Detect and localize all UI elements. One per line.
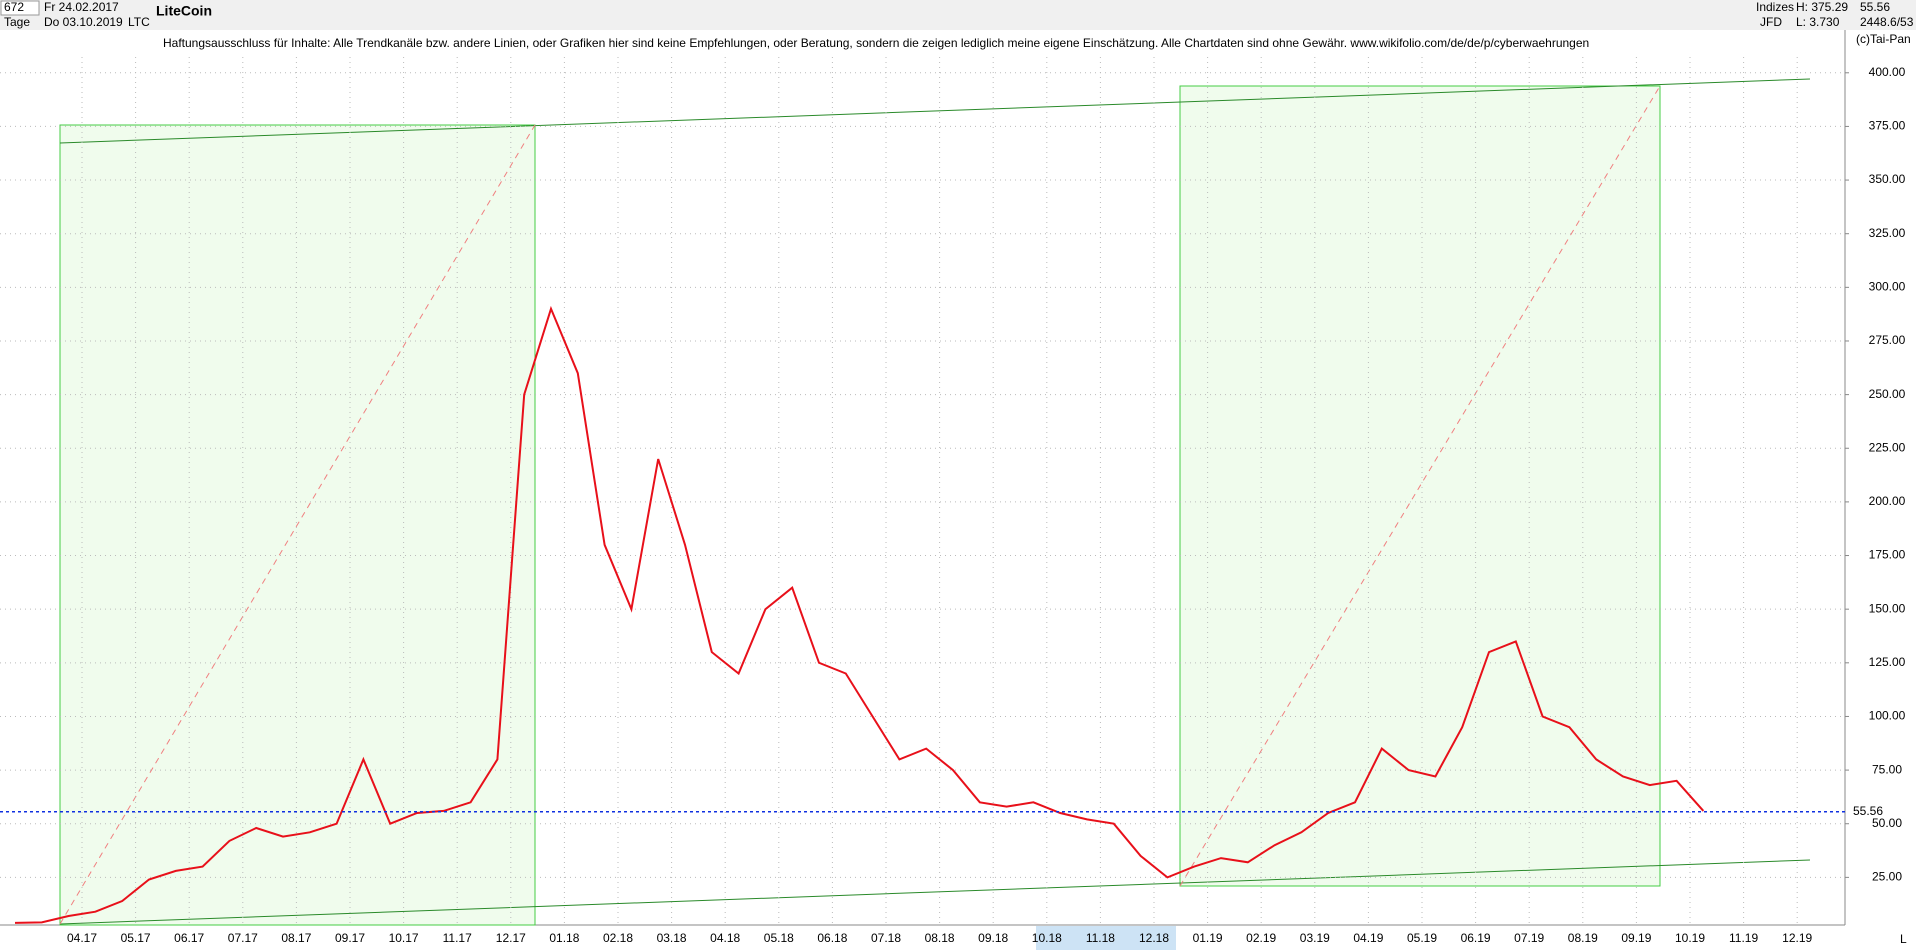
y-tick-label: 350.00 bbox=[1869, 172, 1906, 186]
y-tick-label: 275.00 bbox=[1869, 333, 1906, 347]
y-tick-label: 225.00 bbox=[1869, 440, 1906, 454]
x-tick-label: 02.18 bbox=[603, 931, 633, 945]
copyright: (c)Tai-Pan bbox=[1856, 32, 1911, 46]
x-tick-label: 08.17 bbox=[281, 931, 311, 945]
y-tick-label: 150.00 bbox=[1869, 601, 1906, 615]
y-tick-label: 325.00 bbox=[1869, 226, 1906, 240]
x-tick-label: 08.18 bbox=[925, 931, 955, 945]
x-tick-label: 11.18 bbox=[1086, 931, 1115, 945]
trend-line bbox=[1179, 85, 1661, 887]
x-tick-label: 04.19 bbox=[1353, 931, 1383, 945]
scale-mode: L bbox=[1900, 932, 1907, 946]
chart-title: LiteCoin bbox=[156, 3, 212, 19]
x-tick-label: 10.17 bbox=[389, 931, 419, 945]
last-price-label: 55.56 bbox=[1853, 804, 1883, 818]
x-tick-label: 02.19 bbox=[1246, 931, 1276, 945]
y-tick-label: 175.00 bbox=[1869, 548, 1906, 562]
y-tick-label: 100.00 bbox=[1869, 709, 1906, 723]
x-tick-label: 10.18 bbox=[1032, 931, 1062, 945]
x-tick-label: 12.17 bbox=[496, 931, 526, 945]
x-tick-label: 11.17 bbox=[443, 931, 472, 945]
y-tick-label: 300.00 bbox=[1869, 280, 1906, 294]
x-tick-label: 07.17 bbox=[228, 931, 258, 945]
y-tick-label: 400.00 bbox=[1869, 65, 1906, 79]
symbol: LTC bbox=[128, 15, 150, 29]
trend-line bbox=[59, 859, 1811, 925]
x-tick-label: 05.17 bbox=[121, 931, 151, 945]
x-highlight bbox=[1036, 926, 1176, 950]
x-tick-label: 09.19 bbox=[1621, 931, 1651, 945]
x-tick-label: 10.19 bbox=[1675, 931, 1705, 945]
count: 672 bbox=[4, 0, 24, 14]
x-tick-label: 09.17 bbox=[335, 931, 365, 945]
period[interactable]: Tage bbox=[4, 15, 30, 29]
trend-line bbox=[59, 124, 536, 925]
y-tick-label: 50.00 bbox=[1872, 816, 1902, 830]
volume: 2448.6/53 bbox=[1860, 15, 1914, 29]
x-tick-label: 12.18 bbox=[1139, 931, 1169, 945]
low: L: 3.730 bbox=[1796, 15, 1840, 29]
x-tick-label: 11.19 bbox=[1729, 931, 1758, 945]
trend-line bbox=[59, 78, 1811, 144]
price-line bbox=[14, 305, 1705, 924]
start-date: Fr 24.02.2017 bbox=[44, 0, 119, 14]
x-tick-label: 03.18 bbox=[657, 931, 687, 945]
x-tick-label: 12.19 bbox=[1782, 931, 1812, 945]
x-tick-label: 05.18 bbox=[764, 931, 794, 945]
high: H: 375.29 bbox=[1796, 0, 1848, 14]
end-date: Do 03.10.2019 bbox=[44, 15, 123, 29]
x-tick-label: 08.19 bbox=[1568, 931, 1598, 945]
source: JFD bbox=[1760, 15, 1782, 29]
chart-subtitle: Haftungsausschluss für Inhalte: Alle Tre… bbox=[163, 36, 1589, 50]
y-tick-label: 200.00 bbox=[1869, 494, 1906, 508]
x-tick-label: 09.18 bbox=[978, 931, 1008, 945]
count-box[interactable] bbox=[0, 0, 40, 16]
market: Indizes bbox=[1756, 0, 1794, 14]
header-bar bbox=[0, 0, 1916, 30]
x-tick-label: 07.18 bbox=[871, 931, 901, 945]
x-tick-label: 06.18 bbox=[817, 931, 847, 945]
last: 55.56 bbox=[1860, 0, 1890, 14]
x-tick-label: 03.19 bbox=[1300, 931, 1330, 945]
y-tick-label: 125.00 bbox=[1869, 655, 1906, 669]
x-tick-label: 05.19 bbox=[1407, 931, 1437, 945]
y-tick-label: 375.00 bbox=[1869, 119, 1906, 133]
y-tick-label: 75.00 bbox=[1872, 762, 1902, 776]
y-tick-label: 250.00 bbox=[1869, 387, 1906, 401]
y-tick-label: 25.00 bbox=[1872, 870, 1902, 884]
x-tick-label: 01.18 bbox=[549, 931, 579, 945]
x-tick-label: 01.19 bbox=[1193, 931, 1223, 945]
x-tick-label: 07.19 bbox=[1514, 931, 1544, 945]
x-tick-label: 04.17 bbox=[67, 931, 97, 945]
x-tick-label: 06.17 bbox=[174, 931, 204, 945]
x-tick-label: 06.19 bbox=[1461, 931, 1491, 945]
x-tick-label: 04.18 bbox=[710, 931, 740, 945]
